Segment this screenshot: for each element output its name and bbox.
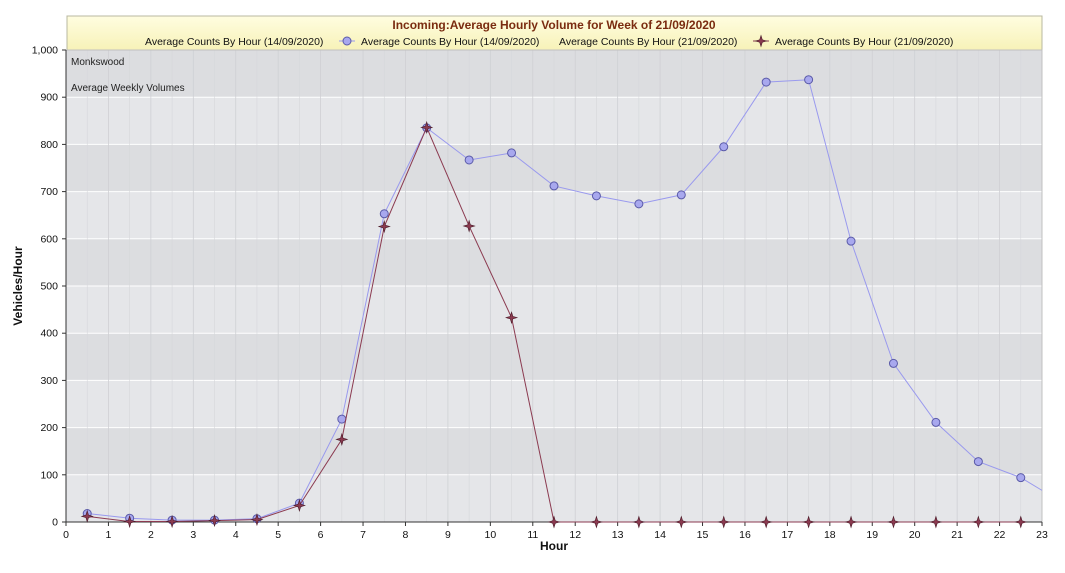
data-point xyxy=(420,120,434,134)
data-point xyxy=(676,190,686,200)
x-tick-label: 9 xyxy=(445,529,451,541)
y-tick-label: 0 xyxy=(52,517,58,529)
x-tick-label: 11 xyxy=(527,529,538,541)
series-layer xyxy=(80,75,1043,529)
series-2 xyxy=(80,120,1028,529)
y-tick-label: 900 xyxy=(40,92,58,104)
data-point xyxy=(207,514,222,528)
x-tick-label: 13 xyxy=(612,529,624,541)
legend-marker xyxy=(342,36,352,46)
legend-marker xyxy=(754,34,768,48)
data-point xyxy=(165,514,179,529)
x-tick-label: 5 xyxy=(275,529,281,541)
series-line xyxy=(87,79,1043,521)
data-point xyxy=(717,515,731,529)
legend-entry-label: Average Counts By Hour (21/09/2020) xyxy=(559,36,737,48)
annotation-subtitle: Average Weekly Volumes xyxy=(71,83,185,94)
y-axis-label: Vehicles/Hour xyxy=(11,246,25,326)
legend-entry-label: Average Counts By Hour (21/09/2020) xyxy=(775,36,953,48)
x-tick-label: 1 xyxy=(106,529,112,541)
y-tick-label: 300 xyxy=(40,375,58,387)
y-tick-label: 200 xyxy=(40,422,58,434)
data-point xyxy=(589,515,603,529)
data-point xyxy=(337,414,347,424)
x-tick-label: 14 xyxy=(654,529,666,541)
annotation-location: Monkswood xyxy=(71,57,124,68)
data-point xyxy=(1014,515,1028,529)
data-point xyxy=(507,148,517,158)
data-point xyxy=(464,155,474,165)
legend-entry-label: Average Counts By Hour (14/09/2020) xyxy=(145,36,323,48)
data-point xyxy=(886,515,901,529)
data-point xyxy=(335,432,349,446)
data-point xyxy=(846,236,856,246)
data-point xyxy=(759,515,773,529)
data-point xyxy=(632,515,646,529)
x-axis-ticks: 0 1 2 3 4 5 6 7 8 9 10 11 12 13 14 15 16 17 18 19 20 21 22 23 xyxy=(63,522,1048,541)
y-tick-label: 400 xyxy=(40,328,58,340)
data-point xyxy=(379,209,389,219)
data-point xyxy=(1016,473,1026,483)
x-tick-label: 20 xyxy=(909,529,921,541)
x-tick-label: 23 xyxy=(1036,529,1048,541)
x-tick-label: 0 xyxy=(63,529,69,541)
y-tick-label: 800 xyxy=(40,139,58,151)
chart-header-panel xyxy=(66,15,1043,51)
data-point xyxy=(549,181,559,191)
data-point xyxy=(250,513,264,527)
data-point xyxy=(547,515,561,529)
x-tick-label: 19 xyxy=(866,529,878,541)
data-point xyxy=(761,77,771,87)
data-point xyxy=(123,514,137,529)
data-point xyxy=(80,509,94,523)
data-point xyxy=(888,358,898,368)
gridlines xyxy=(66,49,1043,523)
x-tick-label: 17 xyxy=(782,529,794,541)
data-point xyxy=(719,142,729,152)
legend: Average Counts By Hour (14/09/2020) Avera… xyxy=(145,34,953,48)
data-point xyxy=(973,457,983,467)
x-tick-label: 4 xyxy=(233,529,239,541)
data-point xyxy=(377,219,391,234)
x-tick-label: 22 xyxy=(994,529,1006,541)
data-point xyxy=(802,515,816,529)
x-tick-label: 3 xyxy=(190,529,196,541)
data-point xyxy=(929,515,943,529)
data-point xyxy=(804,75,814,85)
x-tick-label: 18 xyxy=(824,529,836,541)
data-point xyxy=(931,417,941,427)
x-tick-label: 10 xyxy=(485,529,497,541)
y-tick-label: 600 xyxy=(40,233,58,245)
legend-entry-label: Average Counts By Hour (14/09/2020) xyxy=(361,36,539,48)
x-tick-label: 21 xyxy=(951,529,963,541)
y-tick-label: 500 xyxy=(40,281,58,293)
x-tick-label: 7 xyxy=(360,529,366,541)
x-tick-label: 12 xyxy=(569,529,581,541)
data-point xyxy=(971,515,985,529)
y-tick-label: 1,000 xyxy=(32,45,58,57)
x-tick-label: 6 xyxy=(318,529,324,541)
x-axis-label: Hour xyxy=(540,539,568,553)
x-tick-label: 2 xyxy=(148,529,154,541)
data-point xyxy=(292,498,306,513)
data-point xyxy=(591,191,601,201)
data-point xyxy=(505,311,519,325)
data-point xyxy=(462,219,476,233)
chart-title: Incoming:Average Hourly Volume for Week … xyxy=(392,18,716,32)
x-tick-label: 8 xyxy=(403,529,409,541)
data-point xyxy=(844,515,858,529)
x-tick-label: 15 xyxy=(697,529,709,541)
data-point xyxy=(634,199,644,209)
y-tick-label: 100 xyxy=(40,469,58,481)
y-tick-label: 700 xyxy=(40,186,58,198)
x-tick-label: 16 xyxy=(739,529,751,541)
y-axis-ticks: 0 100 200 300 400 500 600 700 800 900 1,000 xyxy=(32,45,66,529)
data-point xyxy=(674,515,688,529)
